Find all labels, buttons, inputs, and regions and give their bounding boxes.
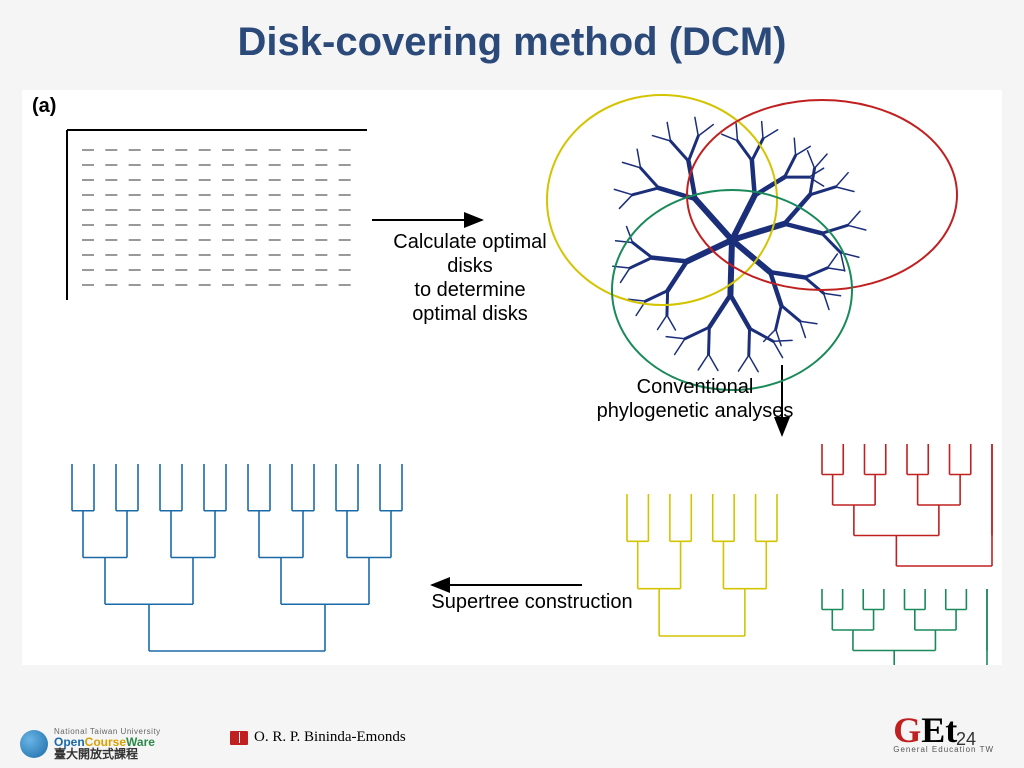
- author-name: O. R. P. Bininda-Emonds: [254, 729, 406, 746]
- ocw-logo: National Taiwan University OpenCourseWar…: [20, 728, 161, 760]
- diagram-svg: [22, 90, 1002, 665]
- globe-icon: [20, 730, 48, 758]
- get-logo: GEt General Education TW: [893, 716, 994, 754]
- ocw-chinese: 臺大開放式課程: [54, 748, 161, 760]
- footer: National Taiwan University OpenCourseWar…: [20, 712, 1004, 760]
- author-credit: O. R. P. Bininda-Emonds: [230, 729, 406, 746]
- get-subtitle: General Education TW: [893, 745, 994, 754]
- step3-label: Supertree construction: [422, 590, 642, 614]
- book-icon: [230, 731, 248, 745]
- slide-number: 24: [956, 729, 976, 750]
- step1-label: Calculate optimal disksto determineoptim…: [370, 230, 570, 326]
- step2-label: Conventionalphylogenetic analyses: [580, 375, 810, 423]
- slide-title: Disk-covering method (DCM): [0, 20, 1024, 65]
- figure-panel: (a) Calculate optimal disksto determineo…: [22, 90, 1002, 665]
